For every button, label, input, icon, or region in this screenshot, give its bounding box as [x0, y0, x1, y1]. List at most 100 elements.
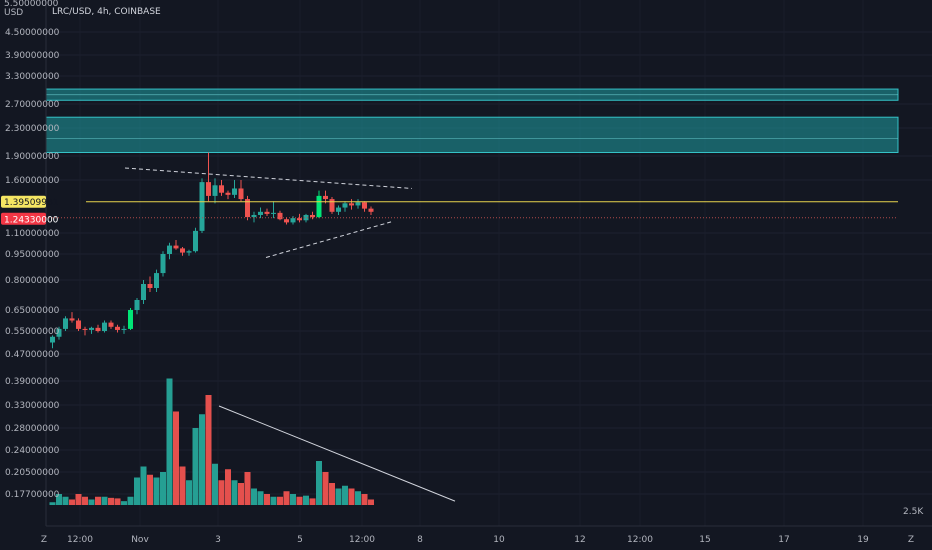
candle-body: [238, 188, 244, 200]
volume-bar: [335, 488, 342, 505]
volume-bar: [257, 491, 264, 505]
volume-bar: [205, 395, 212, 505]
yellow-price-tag: [1, 195, 46, 208]
price-tick-label: 1.90000000: [5, 152, 60, 162]
candle-body: [316, 195, 322, 218]
volume-bar: [212, 463, 218, 505]
candle-body: [329, 199, 335, 212]
dashed-trend-line: [265, 220, 394, 258]
time-tick-label: 5: [297, 535, 303, 545]
candle-body: [128, 310, 133, 329]
price-tag-text: 1.24330000: [4, 215, 59, 225]
volume-bar: [69, 499, 75, 505]
volume-bar: [368, 499, 374, 505]
time-tick-label: 12:00: [67, 535, 93, 545]
time-tick-label: Z: [908, 535, 914, 545]
last-price-tag: [1, 212, 46, 225]
volume-bar: [270, 496, 277, 505]
volume-bar: [244, 472, 251, 505]
price-tick-label: 2.30000000: [5, 124, 60, 134]
candle-body: [368, 208, 374, 212]
volume-bar: [218, 480, 225, 505]
currency-label: USD: [4, 8, 23, 18]
candle-body: [199, 182, 205, 231]
volume-bar: [49, 502, 56, 505]
candle-body: [95, 327, 101, 331]
candle-body: [336, 207, 341, 212]
candle-body: [349, 203, 354, 206]
volume-bar: [303, 495, 309, 505]
volume-bar: [108, 497, 114, 505]
candle-body: [89, 327, 94, 330]
volume-bar: [322, 472, 329, 505]
dashed-trend-line: [124, 167, 413, 189]
candle-body: [69, 318, 75, 321]
price-tick-label: 1.60000000: [5, 176, 60, 186]
candle-body: [284, 219, 289, 223]
grid-lines: [46, 0, 932, 526]
candle-body: [115, 326, 120, 330]
volume-bar: [264, 494, 270, 505]
trend-lines: [124, 167, 456, 502]
price-tick-label: 0.28000000: [5, 424, 60, 434]
candle-body: [76, 320, 81, 329]
volume-bar: [283, 491, 290, 505]
price-tick-label: 0.80000000: [5, 276, 60, 286]
candle-body: [141, 284, 146, 300]
candle-body: [342, 203, 348, 208]
volume-bar: [199, 414, 205, 505]
volume-bar: [173, 411, 179, 505]
price-tick-label: 2.70000000: [5, 100, 60, 110]
candle-body: [134, 300, 140, 310]
time-tick-label: 15: [699, 535, 710, 545]
price-tick-label: 0.17700000: [5, 490, 60, 500]
volume-bar: [277, 496, 283, 505]
candle-body: [50, 336, 55, 343]
volume-bar: [251, 488, 257, 505]
volume-bar: [316, 461, 322, 505]
price-tick-label: 4.50000000: [5, 28, 60, 38]
price-tick-label: 1.10000000: [5, 229, 60, 239]
price-lines: [46, 201, 898, 219]
volume-bar: [101, 496, 108, 505]
price-axis[interactable]: 4.50000000 3.90000000 3.30000000 2.70000000…: [5, 28, 60, 500]
candle-body: [355, 202, 361, 206]
volume-bar: [114, 498, 121, 505]
volume-bar: [231, 480, 238, 505]
time-tick-label: 3: [215, 535, 221, 545]
time-tick-label: 12:00: [349, 535, 375, 545]
volume-bar: [166, 378, 173, 505]
candle-body: [290, 218, 296, 223]
time-tick-label: 17: [778, 535, 789, 545]
price-tick-label: 0.33000000: [5, 401, 60, 411]
resistance-zone: [45, 116, 899, 153]
candle-body: [186, 251, 192, 253]
volume-bar: [238, 483, 244, 505]
candle-body: [108, 322, 114, 327]
time-axis[interactable]: Z 12:00 Nov 3 5 12:00 8 10 12 12:00 15 17 19 Z: [41, 535, 914, 545]
candle-body: [206, 182, 211, 196]
time-tick-label: 12: [574, 535, 585, 545]
candle-body: [82, 328, 88, 330]
volume-bar: [329, 483, 335, 505]
volume-bar: [75, 494, 82, 505]
price-tick-label: 0.47000000: [5, 350, 60, 360]
volume-bar: [62, 496, 69, 505]
candle-body: [102, 322, 107, 331]
candle-body: [232, 188, 237, 195]
volume-bar: [309, 498, 316, 505]
candle-body: [303, 214, 309, 221]
resistance-zones: [45, 88, 899, 153]
volume-bar: [82, 496, 88, 505]
time-tick-label: Z: [41, 535, 47, 545]
price-labels: 1.39509981 1.24330000: [1, 195, 59, 225]
candle-body: [323, 195, 328, 200]
volume-bar: [179, 466, 186, 505]
price-tick-label: 0.39000000: [5, 377, 60, 387]
price-tick-label: 0.20500000: [5, 468, 60, 478]
volume-bar: [127, 496, 134, 505]
candle-body: [173, 245, 179, 249]
time-tick-label: Nov: [131, 535, 149, 545]
volume-bar: [147, 474, 153, 505]
